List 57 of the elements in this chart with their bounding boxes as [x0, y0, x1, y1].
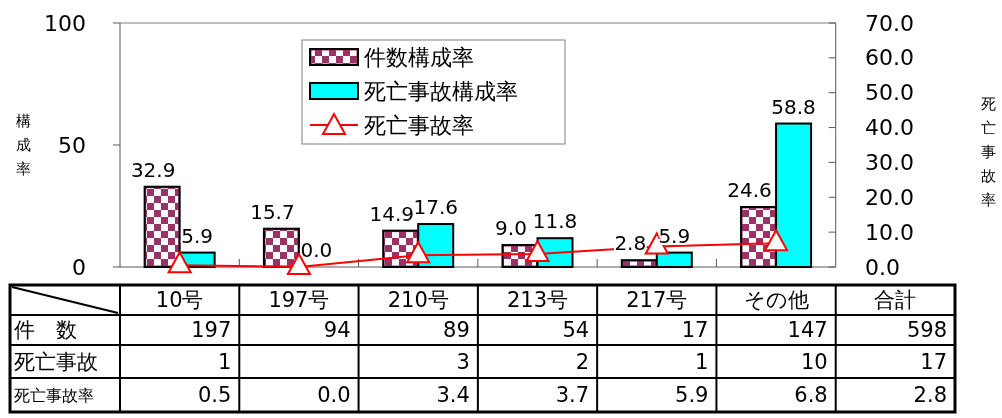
y-axis-title: 構成率: [15, 112, 31, 178]
text: 598: [906, 318, 947, 342]
data-label: 3.4: [436, 383, 470, 407]
text: 89: [443, 318, 470, 342]
data-label: 6.8: [794, 383, 828, 407]
legend-label: 死亡事故率: [364, 112, 474, 138]
data-label: 11.8: [532, 209, 578, 234]
data-label: 3.7: [555, 383, 590, 407]
text: 197: [191, 318, 232, 342]
x-tick-label: 197号: [268, 288, 330, 312]
data-label: 58.8: [771, 94, 816, 119]
x-tick-label: 210号: [387, 288, 449, 312]
data-label: 14.9: [369, 201, 414, 226]
y-tick-label: 100: [44, 10, 86, 36]
x-tick-label: 合計: [874, 288, 917, 312]
data-label: 17.6: [413, 195, 458, 220]
x-tick-label: 10号: [155, 288, 204, 312]
y2-tick-label: 40.0: [865, 115, 914, 141]
text: 死亡事故率: [14, 385, 94, 405]
text: 94: [323, 318, 351, 342]
y2-tick-label: 60.0: [865, 45, 914, 71]
data-label: 0.0: [300, 238, 333, 262]
y2-tick-label: 50.0: [865, 80, 914, 106]
text: 10: [800, 349, 828, 374]
y-tick-label: 50: [58, 132, 86, 158]
text: 54: [562, 318, 590, 342]
x-tick-label: その他: [743, 288, 809, 312]
data-label: 9.0: [495, 216, 527, 241]
y2-tick-label: 20.0: [865, 184, 914, 210]
text: 17: [681, 318, 709, 342]
y2-tick-label: 70.0: [865, 10, 914, 36]
x-tick-label: 213号: [506, 288, 569, 312]
y-tick-label: 0: [72, 254, 86, 280]
text: 死亡事故: [14, 349, 98, 374]
text: 2: [575, 349, 590, 374]
y2-axis-title: 死亡事故率: [980, 95, 996, 209]
y2-tick-label: 0.0: [865, 254, 900, 280]
legend-label: 死亡事故構成率: [364, 78, 518, 104]
legend-label: 件数構成率: [364, 44, 474, 70]
data-label: 5.9: [658, 223, 691, 248]
text: 1: [217, 349, 232, 374]
text: 3: [456, 349, 470, 374]
text: 件 数: [14, 318, 77, 342]
text: 17: [920, 349, 947, 374]
data-label: 0.0: [317, 383, 351, 407]
x-tick-label: 217号: [626, 288, 688, 312]
text: 1: [695, 349, 709, 374]
data-label: 0.5: [197, 383, 232, 407]
y2-tick-label: 30.0: [865, 149, 914, 175]
data-label: 5.9: [181, 223, 214, 248]
data-label: 5.9: [675, 383, 709, 407]
data-label: 32.9: [130, 157, 176, 182]
data-label: 15.7: [250, 199, 295, 224]
text: 2.8: [913, 383, 947, 407]
data-label: 24.6: [727, 177, 772, 202]
text: 147: [787, 318, 828, 342]
y2-tick-label: 10.0: [865, 219, 914, 245]
